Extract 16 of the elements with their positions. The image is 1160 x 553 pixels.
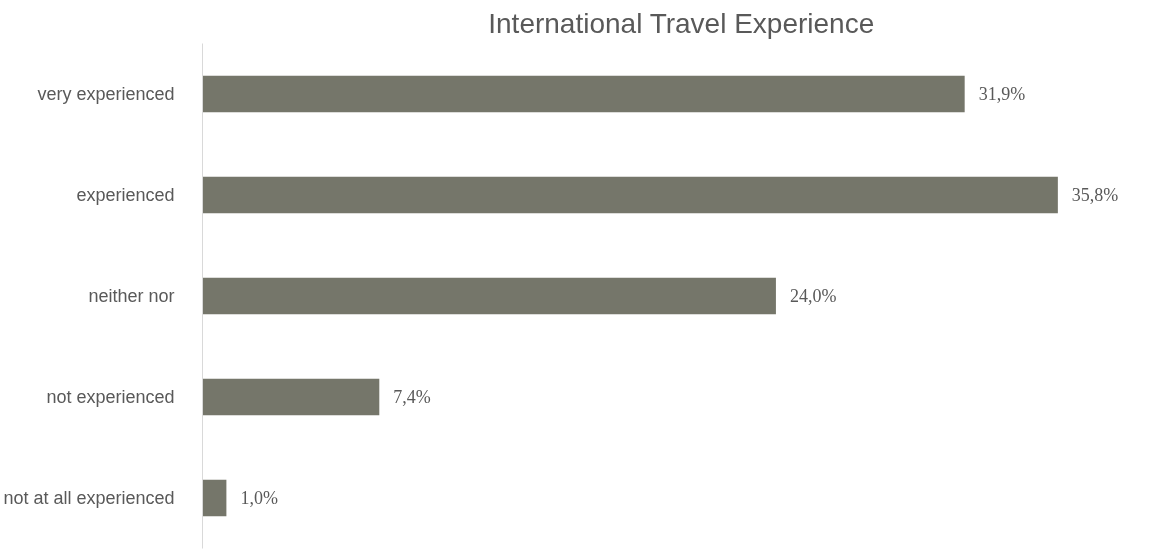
data-label: 7,4%	[393, 387, 431, 407]
chart-title: International Travel Experience	[488, 7, 875, 39]
y-tick-label: not at all experienced	[3, 488, 175, 508]
bar	[202, 176, 1058, 214]
y-tick-label: experienced	[76, 185, 175, 205]
bar	[202, 479, 227, 517]
bar	[202, 277, 776, 315]
y-tick-label: not experienced	[46, 387, 175, 407]
data-label: 24,0%	[789, 286, 837, 306]
data-label: 31,9%	[978, 84, 1026, 104]
bar	[202, 75, 965, 113]
data-label: 1,0%	[240, 488, 278, 508]
y-tick-label: neither nor	[88, 286, 175, 306]
data-label: 35,8%	[1071, 185, 1119, 205]
y-tick-label: very experienced	[37, 84, 175, 104]
bar	[202, 378, 380, 416]
